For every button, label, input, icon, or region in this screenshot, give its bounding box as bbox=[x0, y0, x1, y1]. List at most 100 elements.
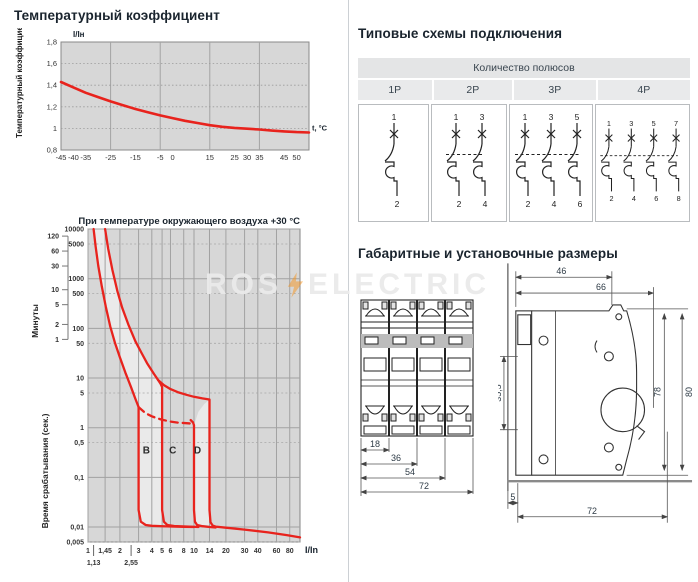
side-dim-46: 46 bbox=[556, 266, 566, 276]
svg-text:1,6: 1,6 bbox=[47, 59, 57, 68]
svg-text:30: 30 bbox=[243, 153, 251, 162]
svg-text:5000: 5000 bbox=[68, 241, 84, 248]
temperature-coefficient-chart: 0,8 1 1,2 1,4 1,6 1,8 -45 -40 -35 -25 -15 -5 0 15 25 30… bbox=[12, 17, 334, 181]
svg-text:4: 4 bbox=[552, 199, 557, 209]
svg-text:2: 2 bbox=[394, 199, 399, 209]
svg-text:3: 3 bbox=[549, 112, 554, 122]
svg-text:1,13: 1,13 bbox=[87, 560, 101, 567]
svg-text:2: 2 bbox=[457, 199, 462, 209]
svg-text:5: 5 bbox=[575, 112, 580, 122]
front-dim-54: 54 bbox=[405, 467, 415, 477]
column-header-4p: 4P bbox=[597, 80, 690, 100]
svg-text:15: 15 bbox=[206, 153, 214, 162]
dimensions-section-title: Габаритные и установочные размеры bbox=[358, 246, 618, 261]
scheme-poles-svg-3p: 1 2 3 4 5 6 bbox=[515, 112, 583, 209]
svg-text:1: 1 bbox=[86, 548, 90, 555]
svg-text:1,2: 1,2 bbox=[47, 102, 57, 111]
svg-text:I/Iн: I/Iн bbox=[73, 30, 85, 39]
front-dim-36: 36 bbox=[391, 453, 401, 463]
svg-text:1: 1 bbox=[523, 112, 528, 122]
svg-text:t, °С: t, °С bbox=[312, 123, 328, 132]
svg-text:1: 1 bbox=[454, 112, 459, 122]
front-dim-18: 18 bbox=[370, 439, 380, 449]
trip-curve-chart: B C D 10000 5000 1000 500 100 50 10 5 1 0,5 0,1 0,01 0,… bbox=[8, 226, 338, 582]
svg-text:60: 60 bbox=[273, 548, 281, 555]
svg-text:1,45: 1,45 bbox=[98, 548, 112, 555]
scheme-diagram-2p: 1 2 3 4 bbox=[431, 104, 507, 222]
svg-text:1: 1 bbox=[53, 124, 57, 133]
svg-text:10: 10 bbox=[51, 287, 59, 294]
svg-text:14: 14 bbox=[206, 548, 214, 555]
svg-text:I/In: I/In bbox=[305, 545, 318, 555]
svg-text:6: 6 bbox=[169, 548, 173, 555]
svg-text:2,55: 2,55 bbox=[124, 560, 138, 567]
svg-text:1000: 1000 bbox=[68, 276, 84, 283]
svg-text:C: C bbox=[169, 446, 176, 457]
svg-text:-15: -15 bbox=[130, 153, 141, 162]
side-dim-35-5: 35,5 bbox=[498, 384, 503, 401]
svg-text:4: 4 bbox=[150, 548, 154, 555]
svg-text:7: 7 bbox=[674, 119, 678, 128]
svg-text:-40: -40 bbox=[68, 153, 79, 162]
side-dim-5: 5 bbox=[510, 492, 515, 502]
side-dim-80: 80 bbox=[684, 387, 694, 397]
svg-text:5: 5 bbox=[55, 302, 59, 309]
svg-text:3: 3 bbox=[480, 112, 485, 122]
svg-text:5: 5 bbox=[80, 390, 84, 397]
svg-text:-5: -5 bbox=[157, 153, 164, 162]
svg-text:120: 120 bbox=[47, 234, 59, 241]
schemes-section-title: Типовые схемы подключения bbox=[358, 26, 563, 41]
column-header-1p: 1P bbox=[358, 80, 432, 100]
side-dim-72: 72 bbox=[587, 506, 597, 516]
svg-text:1: 1 bbox=[55, 337, 59, 344]
svg-text:30: 30 bbox=[241, 548, 249, 555]
svg-text:10: 10 bbox=[190, 548, 198, 555]
svg-text:5: 5 bbox=[652, 119, 656, 128]
svg-text:1,4: 1,4 bbox=[47, 81, 57, 90]
svg-text:10: 10 bbox=[76, 376, 84, 383]
side-dim-66: 66 bbox=[596, 282, 606, 292]
svg-text:2: 2 bbox=[609, 194, 613, 203]
svg-text:B: B bbox=[143, 446, 150, 457]
svg-text:0: 0 bbox=[171, 153, 175, 162]
svg-text:Температурный коэффициент: Температурный коэффициент bbox=[15, 28, 24, 138]
svg-text:80: 80 bbox=[286, 548, 294, 555]
svg-text:2: 2 bbox=[55, 322, 59, 329]
svg-text:25: 25 bbox=[230, 153, 238, 162]
svg-text:0,01: 0,01 bbox=[70, 525, 84, 532]
svg-text:10000: 10000 bbox=[65, 227, 85, 234]
svg-text:6: 6 bbox=[578, 199, 583, 209]
svg-text:4: 4 bbox=[483, 199, 488, 209]
svg-text:5: 5 bbox=[160, 548, 164, 555]
scheme-poles-svg-2p: 1 2 3 4 bbox=[446, 112, 488, 209]
scheme-poles-svg-1p: 12 bbox=[384, 112, 399, 209]
svg-text:-25: -25 bbox=[105, 153, 116, 162]
breaker-side-view-drawing: 46 66 35,5 78 80 5 72 bbox=[498, 263, 694, 523]
svg-text:0,005: 0,005 bbox=[66, 540, 84, 547]
front-dim-72: 72 bbox=[419, 481, 429, 491]
svg-text:D: D bbox=[194, 446, 201, 457]
svg-text:Время срабатывания (сек.): Время срабатывания (сек.) bbox=[40, 413, 50, 528]
svg-text:Минуты: Минуты bbox=[30, 304, 40, 338]
svg-text:40: 40 bbox=[254, 548, 262, 555]
svg-text:100: 100 bbox=[72, 326, 84, 333]
svg-text:4: 4 bbox=[632, 194, 636, 203]
svg-text:1: 1 bbox=[80, 425, 84, 432]
svg-text:-45: -45 bbox=[56, 153, 67, 162]
svg-text:8: 8 bbox=[677, 194, 681, 203]
svg-text:45: 45 bbox=[280, 153, 288, 162]
svg-text:1: 1 bbox=[391, 112, 396, 122]
svg-text:3: 3 bbox=[137, 548, 141, 555]
svg-text:50: 50 bbox=[76, 341, 84, 348]
scheme-diagram-4p: 1 2 3 4 5 6 7 8 bbox=[595, 104, 690, 222]
svg-text:-35: -35 bbox=[80, 153, 91, 162]
svg-text:35: 35 bbox=[255, 153, 263, 162]
svg-text:1,8: 1,8 bbox=[47, 38, 57, 47]
svg-text:60: 60 bbox=[51, 249, 59, 256]
svg-text:2: 2 bbox=[526, 199, 531, 209]
svg-text:500: 500 bbox=[72, 291, 84, 298]
temperature-section-title: Температурный коэффициент bbox=[14, 8, 220, 23]
column-header-3p: 3P bbox=[514, 80, 596, 100]
